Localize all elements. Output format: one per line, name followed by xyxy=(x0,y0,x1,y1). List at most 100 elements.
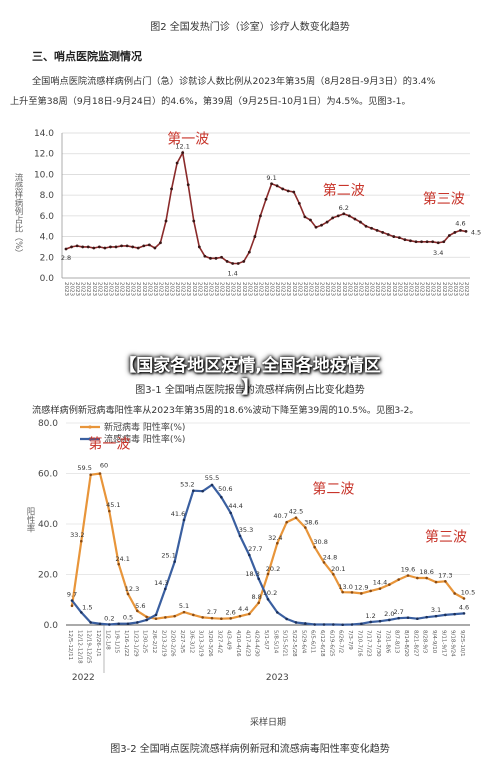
data-point xyxy=(462,612,466,615)
data-point xyxy=(414,240,418,244)
data-point xyxy=(409,239,412,243)
data-point xyxy=(304,526,307,529)
data-point xyxy=(192,489,195,492)
data-point xyxy=(259,214,262,218)
y-tick-label: 6.0 xyxy=(40,212,55,222)
x-tick-label: 2023 xyxy=(152,282,158,296)
x-tick-label: 9/11-9/17 xyxy=(440,630,446,657)
x-tick-label: 1/2-1/8 xyxy=(104,630,110,650)
data-label: 19.6 xyxy=(401,566,415,574)
x-tick-label: 2023 xyxy=(457,282,463,296)
x-tick-label: 1/16-1/22 xyxy=(123,630,129,657)
data-point xyxy=(292,190,296,194)
data-label: 18.3 xyxy=(245,570,259,578)
data-point xyxy=(98,622,102,626)
data-point xyxy=(80,611,83,614)
data-point xyxy=(142,244,146,248)
x-tick-label: 2023 xyxy=(374,282,380,296)
data-point xyxy=(229,511,232,515)
wave-label: 第三波 xyxy=(423,190,465,207)
data-point xyxy=(388,583,391,586)
x-tick-label: 9/25-10/1 xyxy=(459,630,465,657)
data-point xyxy=(341,590,344,594)
x-tick-label: 7/24-7/30 xyxy=(375,630,381,657)
data-point xyxy=(238,614,242,618)
y-tick-label: 10.0 xyxy=(34,170,54,180)
x-tick-label: 2023 xyxy=(180,282,186,296)
data-point xyxy=(434,614,438,618)
x-tick-label: 2023 xyxy=(357,282,363,296)
data-label: 9.1 xyxy=(266,174,276,182)
x-tick-label: 8/21-8/27 xyxy=(412,630,418,657)
data-point xyxy=(175,161,179,165)
x-tick-label: 6/5-6/11 xyxy=(310,630,316,653)
x-tick-label: 5/29-6/4 xyxy=(300,630,306,654)
x-tick-label: 8/28-9/3 xyxy=(422,630,428,654)
wave-label: 第一波 xyxy=(88,435,130,452)
data-label: 10.5 xyxy=(461,588,475,596)
data-point xyxy=(266,572,270,576)
data-point xyxy=(425,576,428,580)
x-tick-label: 9/18-9/24 xyxy=(450,630,456,657)
x-tick-label: 2/6-2/12 xyxy=(151,630,157,653)
x-tick-label: 2023 xyxy=(141,282,147,296)
year-label: 2022 xyxy=(72,673,95,683)
x-tick-label: 6/19-6/25 xyxy=(328,630,334,657)
x-tick-label: 5/15-5/21 xyxy=(282,630,288,657)
x-tick-label: 2023 xyxy=(402,282,408,296)
data-label: 40.7 xyxy=(273,512,287,520)
x-tick-label: 2023 xyxy=(185,282,191,296)
x-tick-label: 4/3-4/9 xyxy=(226,630,232,650)
y-tick-label: 0.0 xyxy=(40,274,55,284)
data-point xyxy=(276,611,279,614)
data-label: 4.6 xyxy=(455,219,465,227)
data-point xyxy=(313,545,316,549)
data-point xyxy=(92,246,96,250)
data-label: 41.6 xyxy=(171,510,185,518)
x-tick-label: 2023 xyxy=(157,282,163,296)
data-point xyxy=(264,197,268,201)
data-point xyxy=(220,617,223,620)
data-point xyxy=(332,623,335,626)
data-point xyxy=(375,228,379,232)
data-point xyxy=(214,256,218,260)
data-point xyxy=(248,612,251,616)
data-point xyxy=(182,610,186,614)
data-point xyxy=(378,619,382,623)
x-tick-label: 2023 xyxy=(257,282,263,296)
x-tick-label: 3/6-3/12 xyxy=(188,630,194,653)
data-point xyxy=(378,587,382,590)
x-tick-label: 2023 xyxy=(285,282,291,296)
x-tick-label: 2023 xyxy=(102,282,108,296)
data-label: 4.6 xyxy=(459,603,469,611)
data-point xyxy=(447,234,451,237)
series-line xyxy=(65,150,467,265)
x-tick-label: 2023 xyxy=(219,282,225,296)
data-point xyxy=(192,613,195,617)
data-label: 12.1 xyxy=(175,143,189,151)
flu-series-line xyxy=(71,483,465,626)
x-tick-label: 3/13-3/19 xyxy=(198,630,204,657)
data-label: 13.0 xyxy=(338,583,352,591)
x-tick-label: 2023 xyxy=(346,282,352,296)
x-tick-label: 2023 xyxy=(230,282,236,296)
legend-marker xyxy=(88,425,92,429)
data-point xyxy=(64,247,68,251)
x-tick-label: 2023 xyxy=(85,282,91,296)
data-point xyxy=(197,245,201,249)
data-label: 9.7 xyxy=(67,591,77,599)
x-tick-label: 2023 xyxy=(63,282,69,296)
x-tick-label: 12/19-12/25 xyxy=(86,630,92,664)
x-tick-label: 12/12-12/18 xyxy=(76,630,82,664)
data-point xyxy=(294,621,298,624)
data-label: 55.5 xyxy=(205,474,219,482)
y-tick-label: 80.0 xyxy=(38,419,58,429)
x-tick-label: 2023 xyxy=(419,282,425,296)
x-tick-label: 2023 xyxy=(241,282,247,296)
data-label: 42.5 xyxy=(289,508,303,516)
x-tick-label: 2023 xyxy=(352,282,358,296)
data-point xyxy=(359,220,362,224)
x-tick-label: 2023 xyxy=(174,282,180,296)
data-label: 12.3 xyxy=(125,585,139,593)
x-tick-label: 2023 xyxy=(274,282,280,296)
